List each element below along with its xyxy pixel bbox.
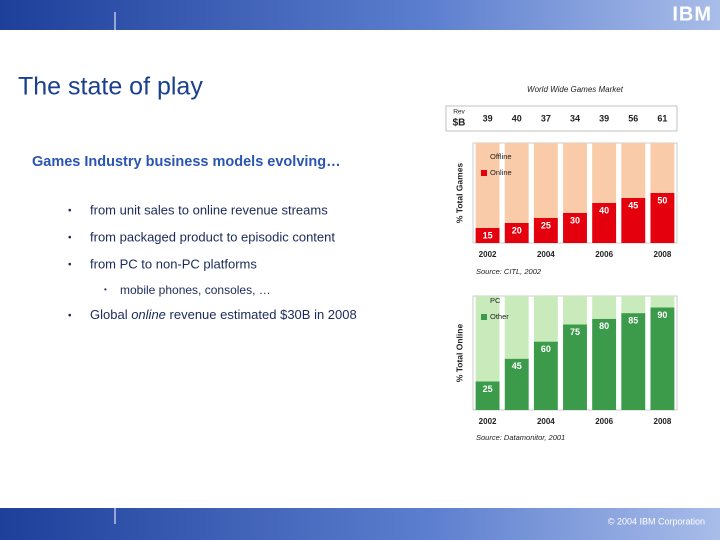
bullet: from packaged product to episodic conten… — [90, 229, 335, 244]
bullet: from unit sales to online revenue stream… — [90, 202, 328, 217]
bar-segment — [475, 143, 500, 228]
legend-label: Online — [490, 168, 512, 177]
bar-segment — [533, 296, 558, 342]
data-label: 15 — [483, 230, 493, 240]
legend-label: Offline — [490, 152, 512, 161]
bar-segment — [533, 143, 558, 218]
data-label: 45 — [628, 200, 638, 210]
data-label: 25 — [483, 384, 493, 394]
revenue-label: Rev — [453, 109, 465, 116]
slide-title: The state of play — [18, 73, 203, 101]
bar-segment — [475, 228, 500, 243]
legend-swatch — [481, 154, 487, 160]
legend-swatch — [481, 314, 487, 320]
x-tick-label: 2004 — [537, 417, 555, 426]
bullet-dot: • — [68, 260, 72, 271]
bar-segment — [504, 143, 529, 223]
bullet-dot: • — [68, 311, 72, 322]
bar-segment — [650, 193, 675, 243]
bullet-dot: • — [68, 233, 72, 244]
x-tick-label: 2004 — [537, 250, 555, 259]
logo: IBM — [672, 3, 712, 25]
bar-segment — [504, 358, 529, 410]
text: Global — [90, 307, 128, 322]
x-tick-label: 2006 — [595, 250, 613, 259]
data-label: 80 — [599, 321, 609, 331]
bar-segment — [563, 213, 587, 243]
bar-segment — [504, 296, 529, 359]
chart-title: World Wide Games Market — [527, 85, 624, 94]
data-label: 90 — [657, 310, 667, 320]
bar-segment — [533, 218, 558, 243]
revenue-row — [445, 105, 678, 132]
source: Source: Datamonitor, 2001 — [476, 433, 565, 442]
bar-segment — [533, 341, 558, 410]
bar-segment — [621, 313, 646, 410]
bullets: • from unit sales to online revenue stre… — [68, 202, 357, 322]
bullet-dot: • — [104, 285, 107, 294]
top-band — [0, 0, 720, 30]
bar-segment — [650, 296, 675, 308]
bar-segment — [650, 143, 675, 193]
bar-segment — [563, 296, 587, 325]
data-label: 85 — [628, 315, 638, 325]
x-tick-label: 2006 — [595, 417, 613, 426]
sub-bullet: mobile phones, consoles, … — [120, 283, 271, 297]
bar-segment — [621, 143, 646, 198]
revenue-value: 40 — [512, 113, 522, 123]
bottom-band — [0, 508, 720, 540]
revenue-value: 37 — [541, 113, 551, 123]
x-tick-label: 2002 — [479, 417, 497, 426]
data-label: 30 — [570, 215, 580, 225]
data-label: 75 — [570, 327, 580, 337]
bar-segment — [504, 223, 529, 243]
bullet: Global online revenue estimated $30B in … — [90, 307, 357, 322]
legend-swatch — [481, 298, 487, 304]
legend-swatch — [481, 170, 487, 176]
data-label: 45 — [512, 361, 522, 371]
copyright: © 2004 IBM Corporation — [608, 516, 705, 526]
data-label: 25 — [541, 220, 551, 230]
bar-segment — [592, 296, 617, 319]
bar-segment — [592, 318, 617, 410]
x-tick-label: 2008 — [654, 417, 672, 426]
bar-segment — [592, 143, 617, 203]
y-axis-label: % Total Games — [454, 163, 464, 224]
bar-segment — [563, 324, 587, 410]
source: Source: CITL, 2002 — [476, 267, 542, 276]
bar-segment — [563, 143, 587, 213]
y-axis-label: % Total Online — [454, 324, 464, 383]
revenue-value: 61 — [657, 113, 667, 123]
revenue-value: 56 — [628, 113, 638, 123]
heading: Games Industry business models evolving… — [32, 154, 341, 170]
bar-segment — [592, 203, 617, 243]
data-label: 40 — [599, 205, 609, 215]
revenue-value: 39 — [599, 113, 609, 123]
text: revenue estimated $30B in 2008 — [170, 307, 357, 322]
bar-segment — [475, 381, 500, 410]
x-tick-label: 2008 — [654, 250, 672, 259]
data-label: 50 — [657, 195, 667, 205]
bar-segment — [475, 296, 500, 382]
bar-segment — [621, 198, 646, 243]
bullet: from PC to non-PC platforms — [90, 256, 257, 271]
text: online — [131, 307, 166, 322]
revenue-value: 39 — [483, 113, 493, 123]
revenue-unit: $B — [453, 118, 466, 129]
legend-label: PC — [490, 296, 501, 305]
data-label: 60 — [541, 344, 551, 354]
data-label: 20 — [512, 225, 522, 235]
x-tick-label: 2002 — [479, 250, 497, 259]
legend-label: Other — [490, 312, 509, 321]
bar-segment — [650, 307, 675, 410]
revenue-value: 34 — [570, 113, 580, 123]
bar-segment — [621, 296, 646, 314]
bullet-dot: • — [68, 206, 72, 217]
